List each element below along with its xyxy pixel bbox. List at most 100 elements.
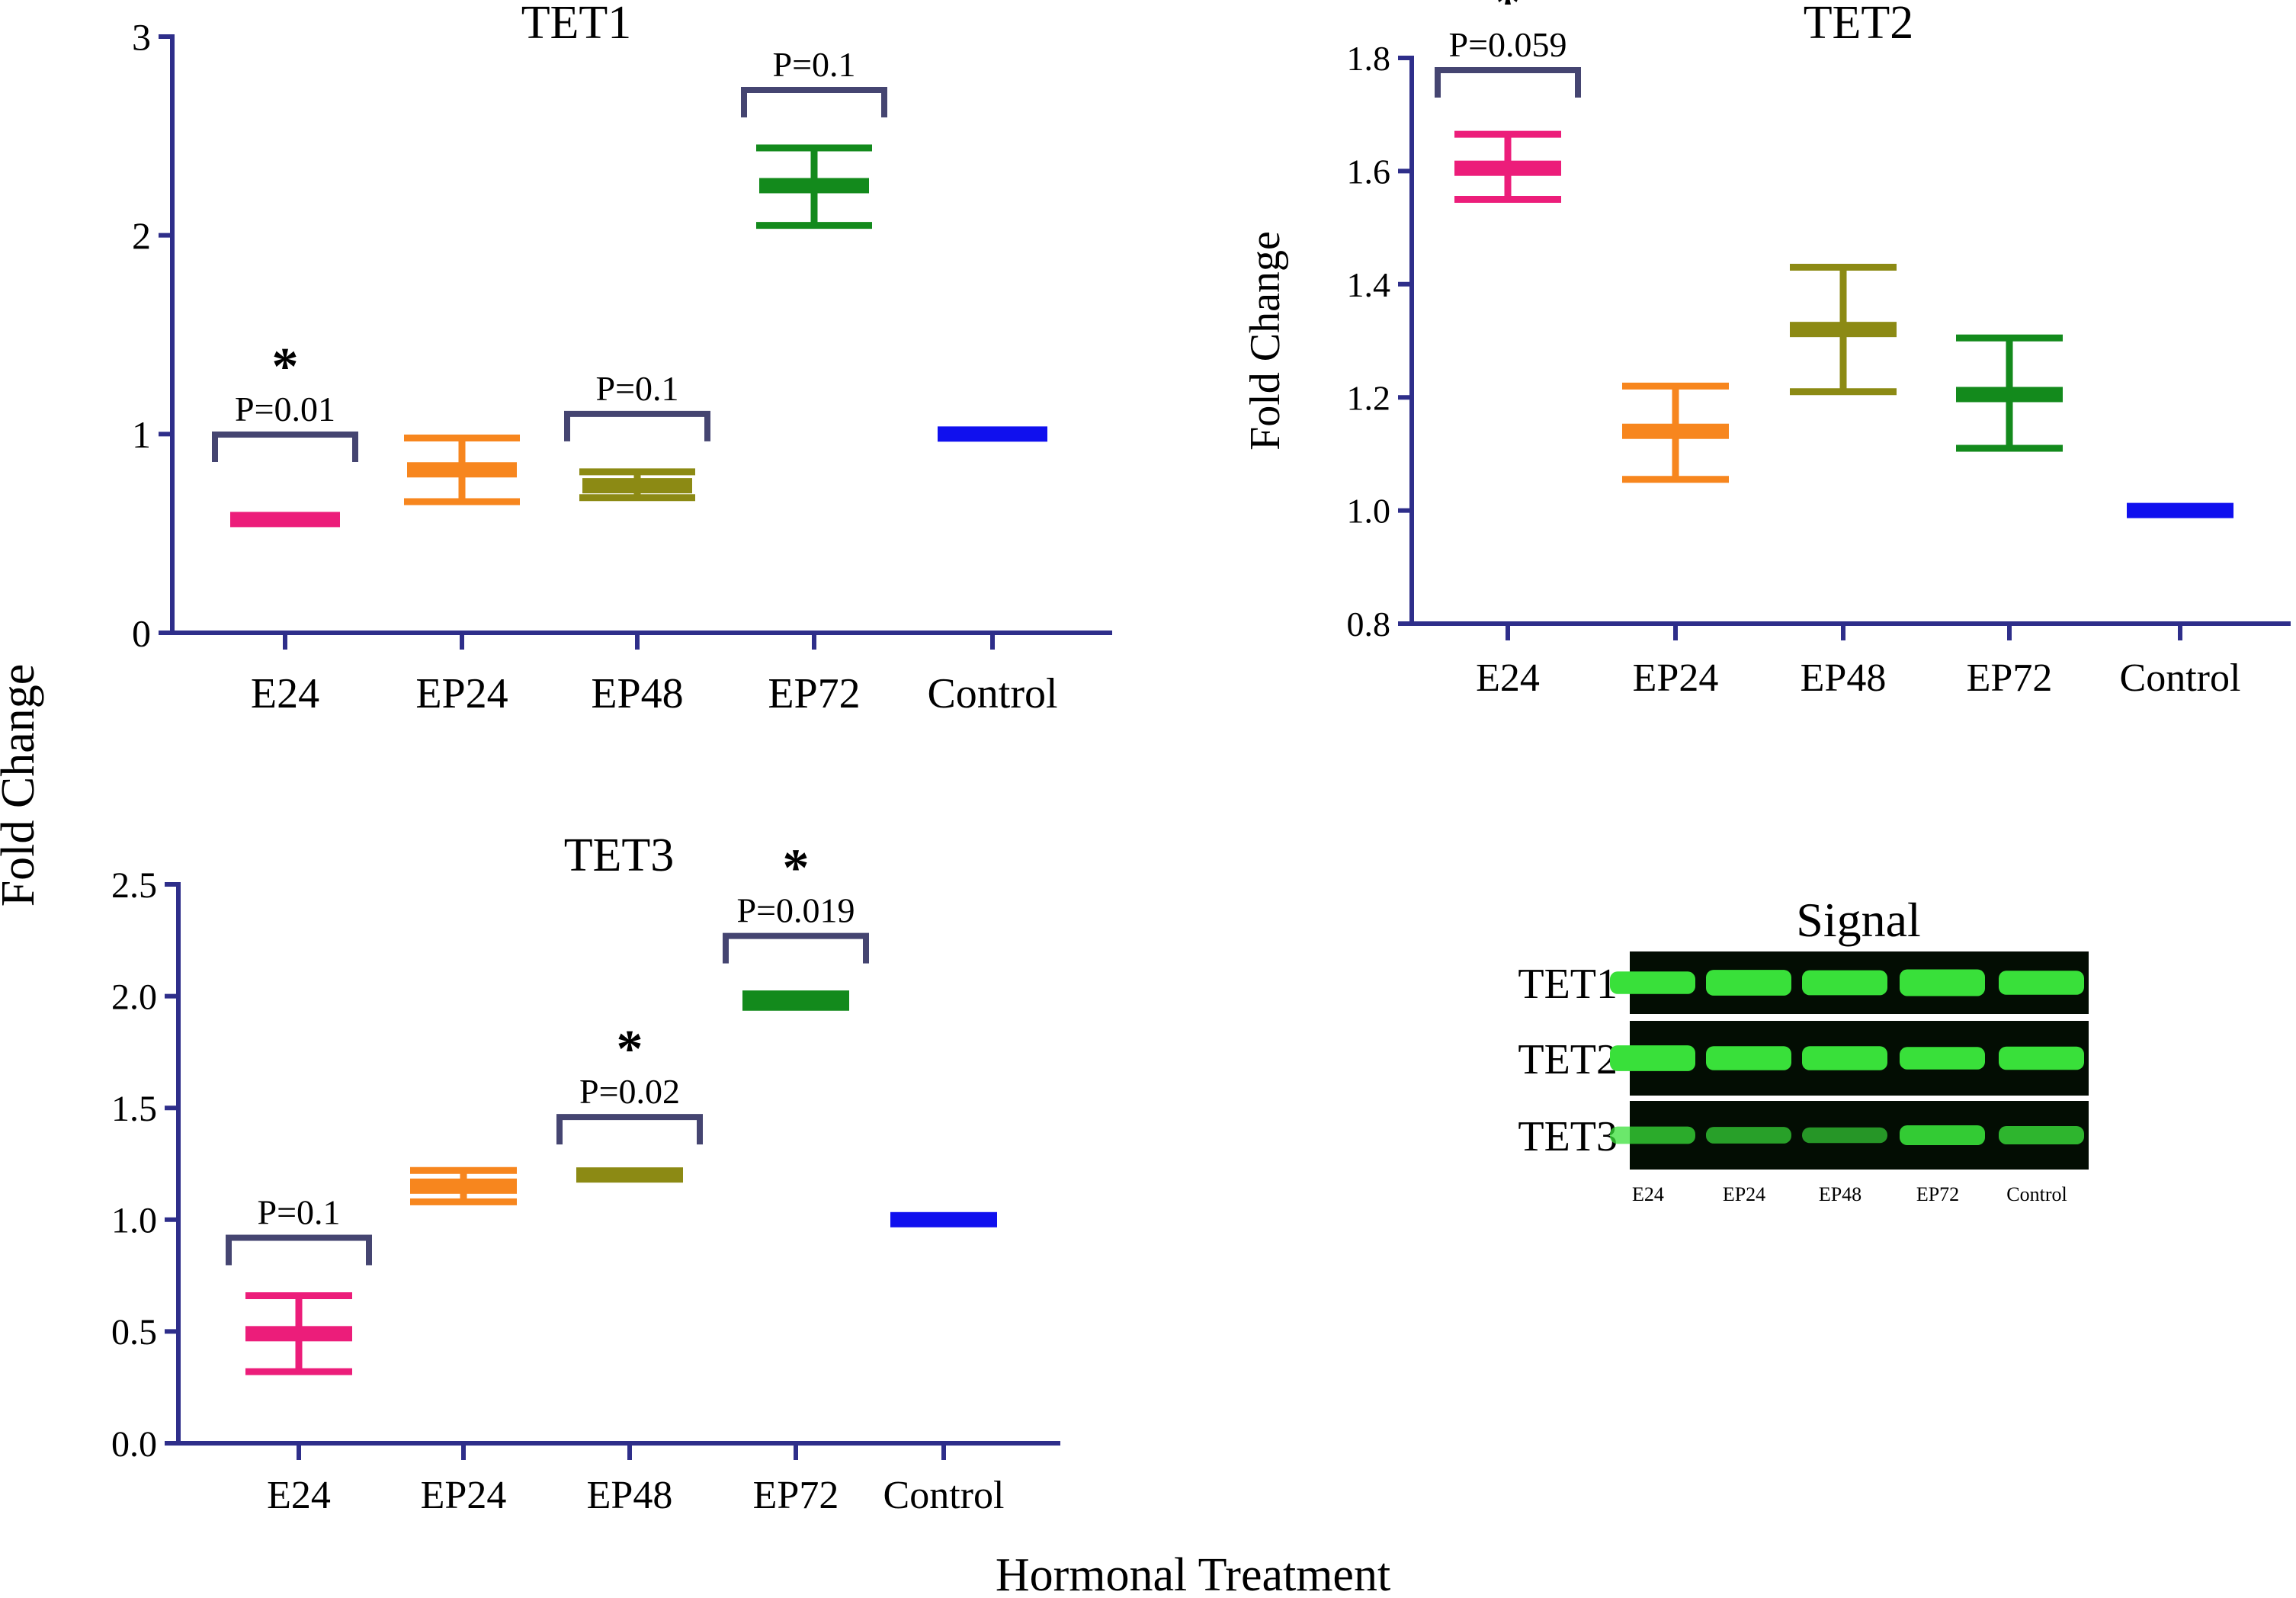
y-tick-label: 1.2 — [1347, 378, 1391, 417]
x-tick-label: EP48 — [587, 1474, 673, 1517]
x-tick-label: Control — [883, 1474, 1005, 1517]
p-value-label: P=0.02 — [579, 1072, 680, 1111]
mean-bar-ep72 — [742, 993, 849, 1009]
chart-title: TET2 — [1804, 0, 1914, 49]
y-tick-label: 0.0 — [111, 1424, 157, 1465]
blot-band — [1999, 1046, 2084, 1070]
significance-bracket — [741, 86, 887, 117]
mean-bar-ep48 — [582, 478, 692, 494]
blot-lane-label: EP72 — [1916, 1183, 1959, 1205]
y-tick-label: 1.5 — [111, 1089, 157, 1129]
mean-bar-control — [2127, 502, 2233, 518]
blot-rows: TET1 TET2 TET3 — [1518, 951, 2089, 1170]
blot-lane-labels: E24 EP24 EP48 EP72 Control — [1632, 1183, 2067, 1205]
p-value-label: P=0.1 — [595, 369, 678, 408]
mean-bar-ep24 — [1622, 423, 1729, 439]
x-tick-label: EP72 — [1967, 656, 2053, 700]
significance-star: * — [272, 338, 299, 396]
blot-band — [1802, 1127, 1887, 1144]
x-tick-label: EP24 — [1633, 656, 1719, 700]
significance-bracket — [212, 432, 358, 462]
mean-bar-e24 — [245, 1326, 352, 1342]
blot-title: Signal — [1796, 893, 1921, 947]
chart-tet2: TET2 0.8 1.0 1.2 1.4 1.6 1.8 Fold Change E24 EP24… — [1242, 0, 2291, 700]
x-tick-label: EP72 — [753, 1474, 839, 1517]
y-axis-label: Fold Change — [1242, 231, 1289, 451]
significance-bracket — [723, 932, 869, 964]
mean-bar-control — [938, 426, 1047, 442]
blot-row-tet1: TET1 — [1518, 951, 2089, 1014]
chart-tet1: TET1 0 1 2 3 E24 EP24 EP48 EP72 Control P=0.01* P=0… — [132, 0, 1112, 717]
significance-star: * — [783, 839, 810, 898]
x-tick-label: EP24 — [421, 1474, 507, 1517]
mean-bar-ep24 — [407, 462, 517, 478]
blot-band — [1999, 1126, 2084, 1144]
x-tick-label: E24 — [1476, 656, 1540, 700]
significance-star: * — [1495, 0, 1522, 32]
x-tick-label: E24 — [251, 670, 319, 717]
blot-row-tet3: TET3 — [1518, 1101, 2089, 1170]
blot-band — [1802, 1046, 1887, 1070]
blot-row-label: TET1 — [1518, 961, 1618, 1008]
blot-band — [1706, 970, 1791, 996]
mean-bar-control — [890, 1211, 997, 1227]
mean-bar-e24 — [1454, 160, 1561, 176]
y-tick-label: 1.6 — [1347, 152, 1391, 191]
blot-band — [1900, 969, 1985, 996]
blot-band — [1706, 1046, 1791, 1070]
blot-band — [1900, 1125, 1985, 1146]
mean-bar-ep48 — [576, 1167, 683, 1183]
y-tick-label: 0.5 — [111, 1312, 157, 1353]
blot-lane-label: EP24 — [1723, 1183, 1765, 1205]
p-value-label: P=0.1 — [772, 45, 855, 84]
blot-lane-label: E24 — [1632, 1183, 1664, 1205]
significance-star: * — [617, 1020, 643, 1079]
x-tick-label: EP48 — [591, 670, 683, 717]
blot-band — [1706, 1127, 1791, 1144]
y-tick-label: 1.0 — [1347, 492, 1391, 531]
blot-row-label: TET3 — [1518, 1113, 1618, 1160]
blot-band — [1900, 1047, 1985, 1070]
western-blot-panel: Signal TET1 TET2 TET3 E24 EP24 EP48 EP72 Contr… — [1518, 893, 2089, 1205]
y-tick-label: 1 — [132, 413, 151, 456]
shared-x-axis-label: Hormonal Treatment — [996, 1549, 1390, 1598]
blot-lane-label: Control — [2006, 1183, 2067, 1205]
y-tick-label: 3 — [132, 16, 151, 59]
mean-bar-ep48 — [1790, 322, 1897, 338]
p-value-label: P=0.1 — [257, 1192, 340, 1231]
blot-band — [1610, 1045, 1695, 1071]
blot-band — [1999, 971, 2084, 995]
blot-band — [1610, 971, 1695, 994]
y-tick-label: 2.5 — [111, 865, 157, 906]
y-tick-label: 1.0 — [111, 1201, 157, 1241]
y-tick-label: 2.0 — [111, 977, 157, 1017]
p-value-label: P=0.059 — [1448, 25, 1566, 64]
x-tick-label: EP24 — [415, 670, 508, 717]
blot-row-label: TET2 — [1518, 1036, 1618, 1083]
chart-title: TET1 — [521, 0, 632, 49]
y-tick-label: 0.8 — [1347, 605, 1391, 643]
x-tick-label: E24 — [267, 1474, 331, 1517]
blot-row-tet2: TET2 — [1518, 1021, 2089, 1096]
y-tick-label: 2 — [132, 214, 151, 257]
p-value-label: P=0.01 — [235, 390, 335, 428]
y-tick-label: 1.8 — [1347, 39, 1391, 78]
blot-band — [1610, 1126, 1695, 1144]
p-value-label: P=0.019 — [736, 891, 855, 930]
x-tick-label: Control — [927, 670, 1057, 717]
significance-bracket — [564, 410, 710, 441]
y-tick-label: 0 — [132, 612, 151, 655]
significance-bracket — [226, 1234, 372, 1266]
mean-bar-ep24 — [410, 1178, 517, 1194]
chart-title: TET3 — [564, 829, 675, 881]
x-tick-label: EP48 — [1801, 656, 1887, 700]
x-tick-label: Control — [2120, 656, 2241, 700]
chart-tet3: TET3 0.0 0.5 1.0 1.5 2.0 2.5 E24 EP24 EP48 EP72 Con… — [111, 829, 1060, 1517]
mean-bar-ep72 — [1956, 387, 2063, 403]
significance-bracket — [556, 1114, 703, 1145]
y-tick-label: 1.4 — [1347, 265, 1391, 304]
blot-band — [1802, 970, 1887, 996]
blot-lane-label: EP48 — [1819, 1183, 1861, 1205]
mean-bar-ep72 — [759, 178, 869, 194]
